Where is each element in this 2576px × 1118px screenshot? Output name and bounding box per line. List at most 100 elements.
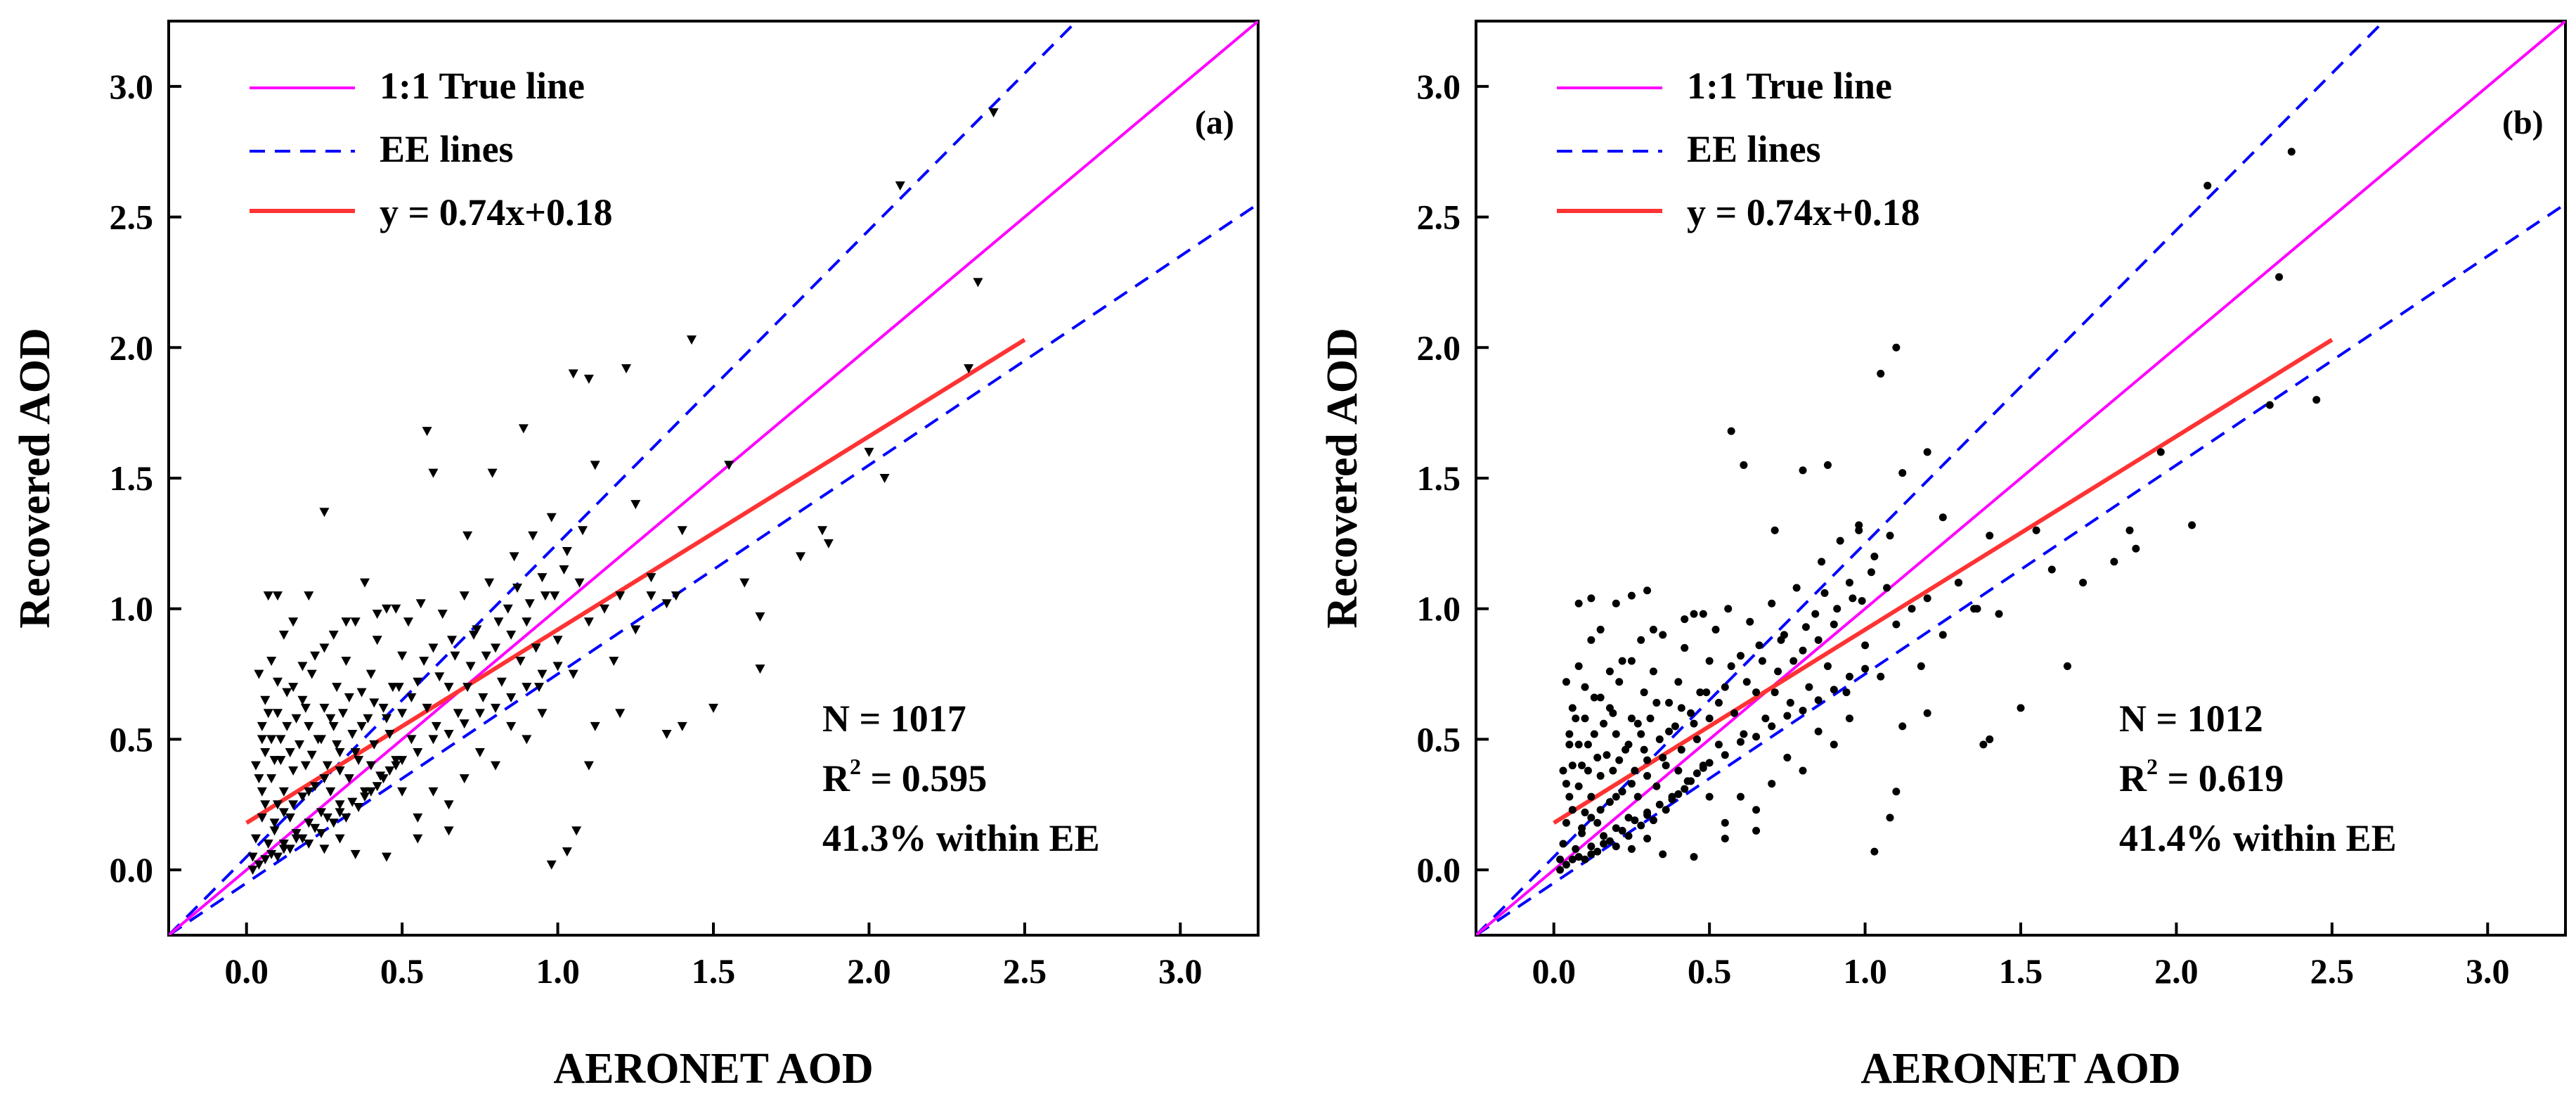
scatter-point bbox=[254, 774, 264, 784]
scatter-point bbox=[325, 787, 336, 797]
scatter-point bbox=[1799, 646, 1807, 655]
scatter-point bbox=[1565, 740, 1574, 749]
ee-lower-line bbox=[169, 203, 1258, 935]
scatter-point bbox=[1799, 766, 1807, 775]
scatter-point bbox=[518, 424, 529, 434]
scatter-point bbox=[1870, 847, 1879, 856]
scatter-point bbox=[297, 695, 308, 705]
scatter-point bbox=[1581, 808, 1589, 816]
scatter-point bbox=[251, 834, 261, 844]
stat-n: N = 1012 bbox=[2119, 698, 2263, 740]
scatter-point bbox=[1836, 536, 1844, 545]
y-tick-label: 1.0 bbox=[110, 589, 154, 629]
scatter-point bbox=[434, 672, 445, 682]
scatter-point bbox=[266, 774, 277, 784]
scatter-point bbox=[1612, 842, 1620, 851]
scatter-point bbox=[306, 669, 317, 679]
fit-line bbox=[1553, 338, 2334, 825]
scatter-point bbox=[1643, 586, 1652, 595]
scatter-point bbox=[687, 335, 697, 345]
scatter-point bbox=[278, 808, 289, 818]
scatter-point bbox=[562, 547, 572, 556]
scatter-point bbox=[1877, 369, 1885, 378]
scatter-point bbox=[2017, 704, 2025, 712]
scatter-point bbox=[304, 721, 314, 731]
scatter-point bbox=[1587, 792, 1596, 801]
scatter-point bbox=[1609, 766, 1617, 775]
x-tick-label: 1.5 bbox=[1999, 951, 2043, 991]
scatter-point bbox=[469, 630, 479, 640]
scatter-point bbox=[2047, 565, 2056, 574]
scatter-point bbox=[1565, 730, 1574, 738]
scatter-point bbox=[537, 709, 548, 719]
scatter-point bbox=[1618, 657, 1626, 665]
scatter-point bbox=[273, 709, 283, 719]
scatter-point bbox=[1587, 850, 1596, 859]
scatter-point bbox=[1939, 631, 1947, 639]
scatter-point bbox=[288, 800, 299, 810]
scatter-point bbox=[1624, 814, 1633, 822]
scatter-point bbox=[1572, 844, 1580, 853]
scatter-point bbox=[661, 599, 672, 609]
scatter-point bbox=[1643, 771, 1652, 780]
scatter-point bbox=[391, 604, 401, 614]
scatter-point bbox=[260, 800, 271, 810]
scatter-point bbox=[1867, 568, 1875, 577]
scatter-point bbox=[365, 787, 376, 797]
scatter-point bbox=[1633, 792, 1642, 801]
scatter-point bbox=[1845, 672, 1853, 681]
scatter-point bbox=[1578, 824, 1586, 833]
scatter-point bbox=[503, 604, 513, 614]
scatter-point bbox=[540, 591, 550, 601]
scatter-point bbox=[1609, 709, 1617, 717]
scatter-point bbox=[708, 703, 718, 713]
scatter-point bbox=[310, 782, 321, 792]
y-tick-label: 2.0 bbox=[110, 328, 154, 367]
scatter-point bbox=[1624, 740, 1633, 749]
scatter-point bbox=[661, 730, 672, 739]
scatter-point bbox=[254, 669, 264, 679]
scatter-point bbox=[1631, 766, 1639, 775]
scatter-point bbox=[1574, 599, 1583, 608]
stat-within-ee: 41.3% within EE bbox=[822, 817, 1100, 859]
scatter-point bbox=[1637, 636, 1645, 644]
scatter-point bbox=[406, 735, 417, 745]
scatter-point bbox=[260, 695, 271, 705]
scatter-point bbox=[319, 643, 330, 653]
scatter-point bbox=[1721, 751, 1729, 759]
scatter-point bbox=[350, 748, 361, 757]
scatter-point bbox=[1755, 641, 1763, 650]
scatter-point bbox=[285, 844, 295, 854]
scatter-point bbox=[1917, 662, 1925, 670]
scatter-point bbox=[387, 683, 398, 693]
y-tick-label: 1.5 bbox=[1417, 458, 1461, 498]
scatter-point bbox=[1574, 662, 1583, 670]
scatter-point bbox=[1855, 526, 1863, 534]
scatter-point bbox=[1559, 840, 1567, 848]
scatter-point bbox=[344, 693, 354, 702]
scatter-point bbox=[630, 500, 641, 510]
scatter-point bbox=[354, 756, 364, 766]
scatter-point bbox=[1643, 811, 1652, 819]
scatter-point bbox=[295, 740, 304, 750]
scatter-point bbox=[354, 803, 364, 812]
scatter-point bbox=[2110, 558, 2118, 566]
scatter-point bbox=[1593, 818, 1602, 827]
scatter-point bbox=[491, 761, 500, 771]
scatter-point bbox=[528, 531, 538, 541]
scatter-point bbox=[562, 847, 572, 857]
scatter-point bbox=[453, 709, 463, 719]
scatter-point bbox=[1771, 688, 1779, 697]
scatter-point bbox=[462, 531, 473, 541]
legend-label-fit: y = 0.74x+0.18 bbox=[1687, 191, 1920, 233]
scatter-point bbox=[1590, 730, 1598, 738]
scatter-point bbox=[335, 800, 345, 810]
panel-label: (b) bbox=[2502, 104, 2544, 141]
scatter-point bbox=[823, 539, 834, 548]
scatter-point bbox=[1687, 709, 1695, 717]
scatter-point bbox=[484, 578, 495, 588]
scatter-point bbox=[341, 617, 351, 627]
scatter-point bbox=[335, 834, 345, 844]
one-to-one-line bbox=[169, 21, 1258, 935]
ee-upper-line bbox=[169, 21, 1079, 935]
